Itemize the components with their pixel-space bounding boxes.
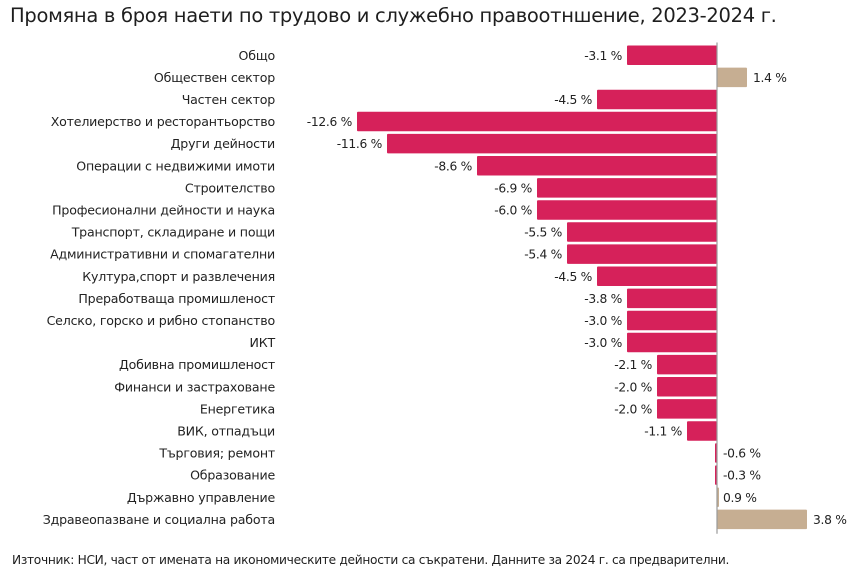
category-label: Добивна промишленост xyxy=(119,357,275,372)
value-label: -6.9 % xyxy=(494,181,532,195)
value-label: 3.8 % xyxy=(813,513,847,527)
category-label: Здравеопазване и социална работа xyxy=(43,512,275,527)
value-label: -2.0 % xyxy=(614,380,652,394)
bar-9 xyxy=(567,244,717,264)
bar-6 xyxy=(537,178,717,198)
value-label: -2.0 % xyxy=(614,402,652,416)
value-label: -0.3 % xyxy=(723,469,761,483)
value-labels-group: -3.1 % 1.4 % -4.5 % -12.6 % -11.6 % -8.6 % -6.… xyxy=(307,49,847,527)
bars-group xyxy=(357,45,807,530)
bar-12 xyxy=(627,310,717,331)
value-label: -2.1 % xyxy=(614,358,652,372)
category-label: Култура,спорт и развлечения xyxy=(82,269,275,284)
bar-0 xyxy=(627,45,717,65)
category-label: Професионални дейности и наука xyxy=(52,202,275,217)
bar-16 xyxy=(657,399,717,419)
value-label: -4.5 % xyxy=(554,93,592,107)
chart-title: Промяна в броя наети по трудово и служеб… xyxy=(10,4,777,27)
bar-15 xyxy=(657,377,717,397)
value-label: -3.0 % xyxy=(584,336,622,350)
bar-10 xyxy=(597,266,717,286)
bar-11 xyxy=(627,288,717,309)
source-footnote: Източник: НСИ, част от имената на иконом… xyxy=(12,553,730,567)
value-label: -11.6 % xyxy=(337,137,382,151)
category-label: Образование xyxy=(190,468,275,483)
category-label: Преработваща промишленост xyxy=(78,291,275,306)
value-label: -3.1 % xyxy=(584,49,622,63)
category-label: Частен сектор xyxy=(182,92,276,107)
category-label: Транспорт, складиране и пощи xyxy=(71,225,275,240)
bar-17 xyxy=(687,421,717,441)
value-label: 0.9 % xyxy=(723,491,757,505)
category-label: Административни и спомагателни xyxy=(50,247,275,262)
value-label: 1.4 % xyxy=(753,71,787,85)
bar-2 xyxy=(597,89,717,110)
value-label: -4.5 % xyxy=(554,270,592,284)
value-label: -0.6 % xyxy=(723,447,761,461)
category-label: Други дейности xyxy=(171,136,275,151)
bar-13 xyxy=(627,332,717,353)
category-label: Енергетика xyxy=(200,401,275,416)
category-label: Селско, горско и рибно стопанство xyxy=(47,313,276,328)
category-label: Операции с недвижими имоти xyxy=(76,158,275,173)
bar-3 xyxy=(357,111,717,132)
category-label: Хотелиерство и ресторантьорство xyxy=(51,114,276,129)
category-labels-group: Общо Обществен сектор Частен сектор Хотелие… xyxy=(43,48,276,527)
bar-8 xyxy=(567,222,717,242)
value-label: -5.4 % xyxy=(524,248,562,262)
value-label: -5.5 % xyxy=(524,226,562,240)
bar-7 xyxy=(537,200,717,220)
bar-1 xyxy=(717,67,747,88)
bar-21 xyxy=(717,509,807,530)
category-label: Държавно управление xyxy=(127,490,276,505)
value-label: -8.6 % xyxy=(434,159,472,173)
value-label: -1.1 % xyxy=(644,424,682,438)
value-label: -3.0 % xyxy=(584,314,622,328)
category-label: ВИК, отпадъци xyxy=(177,423,275,438)
category-label: Търговия; ремонт xyxy=(158,446,275,461)
category-label: Общо xyxy=(239,48,276,63)
category-label: Финанси и застраховане xyxy=(114,379,275,394)
bar-14 xyxy=(657,354,717,375)
category-label: Строителство xyxy=(185,180,276,195)
category-label: ИКТ xyxy=(250,335,276,350)
category-label: Обществен сектор xyxy=(154,70,275,85)
value-label: -12.6 % xyxy=(307,115,352,129)
value-label: -6.0 % xyxy=(494,203,532,217)
bar-5 xyxy=(477,156,717,176)
bar-4 xyxy=(387,133,717,154)
value-label: -3.8 % xyxy=(584,292,622,306)
